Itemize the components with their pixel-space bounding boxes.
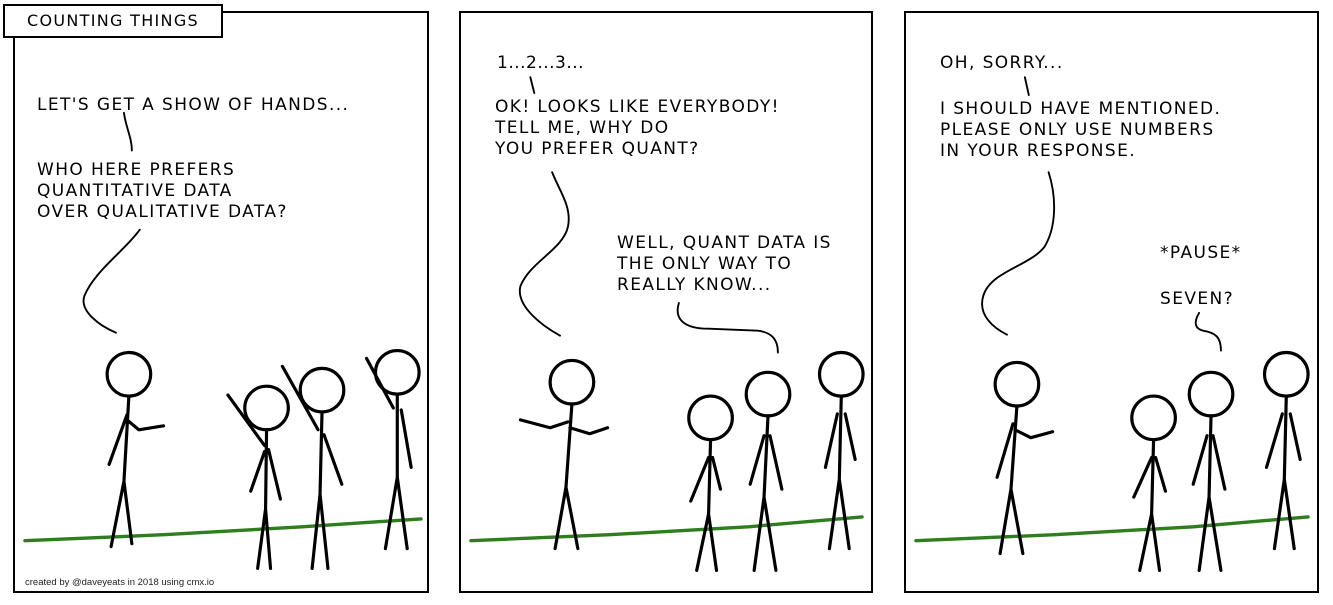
stick-figure-audience-body	[748, 414, 784, 572]
speech-bubble-text: OH, SORRY...	[940, 53, 1064, 73]
stick-figure-audience-head	[298, 366, 346, 414]
stick-figure-audience-body	[689, 438, 723, 572]
stick-figure-audience-head	[1187, 370, 1235, 418]
ground-line	[469, 515, 864, 543]
panel-3-drawing	[914, 76, 1310, 572]
speech-tail	[981, 171, 1056, 336]
comic-panel-2: 1...2...3... OK! LOOKS LIKE EVERYBODY! T…	[459, 11, 873, 593]
stick-figure-audience-body	[365, 356, 413, 551]
stick-figure-presenter-head	[993, 360, 1041, 408]
ground-line	[914, 515, 1310, 543]
speech-bubble-text: 1...2...3...	[497, 53, 585, 73]
speech-bubble-text: WELL, QUANT DATA IS THE ONLY WAY TO REAL…	[617, 233, 832, 295]
stick-figure-audience-head	[1262, 350, 1310, 398]
speech-bubble-text: *PAUSE*	[1160, 243, 1242, 263]
speech-tail	[529, 76, 536, 94]
speech-tail	[123, 111, 133, 152]
stick-figure-audience-head	[1130, 394, 1177, 442]
credit-text: created by @daveyeats in 2018 using cmx.…	[25, 577, 215, 588]
speech-bubble-text: OK! LOOKS LIKE EVERYBODY! TELL ME, WHY D…	[495, 97, 780, 159]
speech-bubble-text: SEVEN?	[1160, 289, 1235, 309]
stick-figure-audience-body	[280, 364, 344, 570]
speech-tail	[676, 302, 779, 354]
stick-figure-presenter-head	[548, 358, 596, 406]
stick-figure-audience-head	[687, 394, 734, 442]
stick-figure-presenter-body	[995, 404, 1055, 556]
stick-figure-audience-body	[1132, 438, 1168, 572]
comic-title: COUNTING THINGS	[3, 4, 223, 38]
stick-figure-audience-body	[1264, 394, 1302, 551]
panel-1-drawing	[23, 111, 423, 570]
speech-bubble-text: WHO HERE PREFERS QUANTITATIVE DATA OVER …	[37, 160, 288, 222]
stick-figure-presenter-head	[105, 350, 153, 398]
stick-figure-presenter-body	[518, 402, 610, 551]
comic-panel-3: OH, SORRY... I SHOULD HAVE MENTIONED. PL…	[904, 11, 1319, 593]
stick-figure-audience-head	[817, 350, 865, 398]
speech-tail	[518, 171, 570, 337]
stick-figure-audience-head	[744, 370, 792, 418]
ground-line	[23, 517, 423, 543]
panel-2-drawing	[469, 76, 865, 572]
stick-figure-audience-head	[243, 384, 290, 432]
comic-panel-1: LET'S GET A SHOW OF HANDS... WHO HERE PR…	[13, 11, 429, 593]
speech-tail	[1023, 76, 1030, 96]
speech-bubble-text: LET'S GET A SHOW OF HANDS...	[37, 95, 350, 115]
stick-figure-presenter-body	[107, 394, 166, 549]
stick-figure-audience-body	[1191, 414, 1227, 572]
speech-tail	[82, 228, 141, 334]
speech-tail	[1194, 311, 1222, 352]
stick-figure-audience-body	[226, 393, 283, 570]
stick-figure-audience-body	[823, 394, 857, 551]
speech-bubble-text: I SHOULD HAVE MENTIONED. PLEASE ONLY USE…	[940, 99, 1222, 161]
